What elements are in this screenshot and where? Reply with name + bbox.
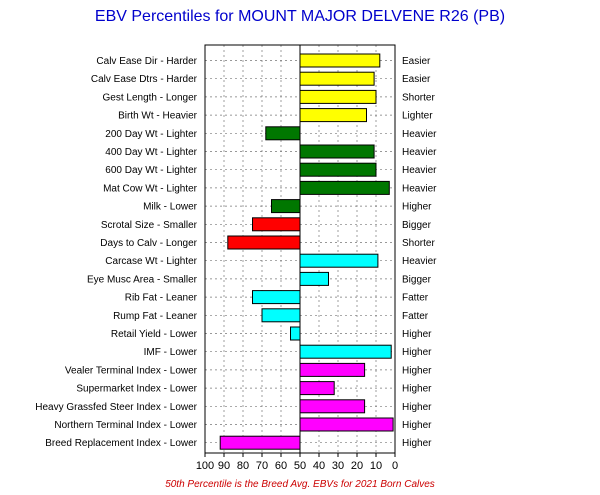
bar [299,271,329,286]
category-label: Milk - Lower [143,202,198,213]
direction-label: Easier [402,74,431,85]
x-tick-label: 80 [237,460,249,472]
direction-label: Higher [402,384,432,395]
direction-label: Higher [402,347,432,358]
category-label: Days to Calv - Longer [100,238,197,249]
direction-label: Lighter [402,111,433,122]
chart-title: EBV Percentiles for MOUNT MAJOR DELVENE … [95,8,505,25]
bar [299,180,390,195]
bar [265,126,301,141]
x-tick-label: 70 [256,460,268,472]
bar [299,144,375,159]
direction-label: Higher [402,365,432,376]
category-label: Birth Wt - Heavier [118,111,198,122]
bar [252,217,301,232]
category-label: Scrotal Size - Smaller [101,220,198,231]
category-label: Retail Yield - Lower [111,329,198,340]
direction-label: Fatter [402,311,429,322]
category-label: Northern Terminal Index - Lower [54,420,197,431]
footnote: 50th Percentile is the Breed Avg. EBVs f… [165,479,435,490]
direction-label: Heavier [402,165,437,176]
right-labels: Easier Easier Shorter Lighter Heavier Heavier… [402,56,437,449]
category-label: 200 Day Wt - Lighter [105,129,197,140]
direction-label: Shorter [402,92,435,103]
category-label: Mat Cow Wt - Lighter [103,183,198,194]
bar [299,89,377,104]
left-labels: Calv Ease Dir - Harder Calv Ease Dtrs - H… [35,56,197,449]
x-tick-label: 10 [370,460,382,472]
bar [299,71,375,86]
category-label: IMF - Lower [144,347,198,358]
category-label: 400 Day Wt - Lighter [105,147,197,158]
bar [261,308,301,323]
direction-label: Heavier [402,183,437,194]
category-label: Eye Musc Area - Smaller [87,274,198,285]
direction-label: Shorter [402,238,435,249]
direction-label: Higher [402,329,432,340]
x-tick-label: 100 [196,460,214,472]
direction-label: Heavier [402,147,437,158]
direction-label: Higher [402,402,432,413]
category-label: Vealer Terminal Index - Lower [65,365,198,376]
bar [290,326,301,341]
direction-label: Heavier [402,129,437,140]
x-tick-label: 60 [275,460,287,472]
category-label: Gest Length - Longer [102,92,197,103]
category-label: Calv Ease Dtrs - Harder [91,74,198,85]
category-label: Heavy Grassfed Steer Index - Lower [35,402,197,413]
category-label: 600 Day Wt - Lighter [105,165,197,176]
x-tick-label: 90 [218,460,230,472]
bar [299,253,379,268]
bar [299,108,367,123]
direction-label: Fatter [402,293,429,304]
x-tick-label: 20 [351,460,363,472]
x-tick-label: 0 [392,460,398,472]
category-label: Breed Replacement Index - Lower [45,438,197,449]
x-tick-label: 50 [294,460,306,472]
x-tick-label: 40 [313,460,325,472]
category-label: Rump Fat - Leaner [113,311,198,322]
x-axis-ticks: 100 90 80 70 60 50 40 30 20 10 0 [196,453,398,472]
direction-label: Higher [402,202,432,213]
category-label: Calv Ease Dir - Harder [96,56,197,67]
bar [299,53,381,68]
direction-label: Higher [402,420,432,431]
bar [219,435,301,450]
category-label: Supermarket Index - Lower [76,384,197,395]
bar [299,344,392,359]
bar [299,162,377,177]
direction-label: Bigger [402,274,432,285]
bar [227,235,301,250]
bar [299,362,366,377]
bar [299,381,335,396]
direction-label: Easier [402,56,431,67]
category-label: Carcase Wt - Lighter [105,256,197,267]
bar [252,290,301,305]
bar [299,417,394,432]
x-tick-label: 30 [332,460,344,472]
bars [219,53,394,450]
direction-label: Higher [402,438,432,449]
bar [299,399,366,414]
direction-label: Heavier [402,256,437,267]
direction-label: Bigger [402,220,432,231]
category-label: Rib Fat - Leaner [125,293,198,304]
bar [271,199,301,214]
